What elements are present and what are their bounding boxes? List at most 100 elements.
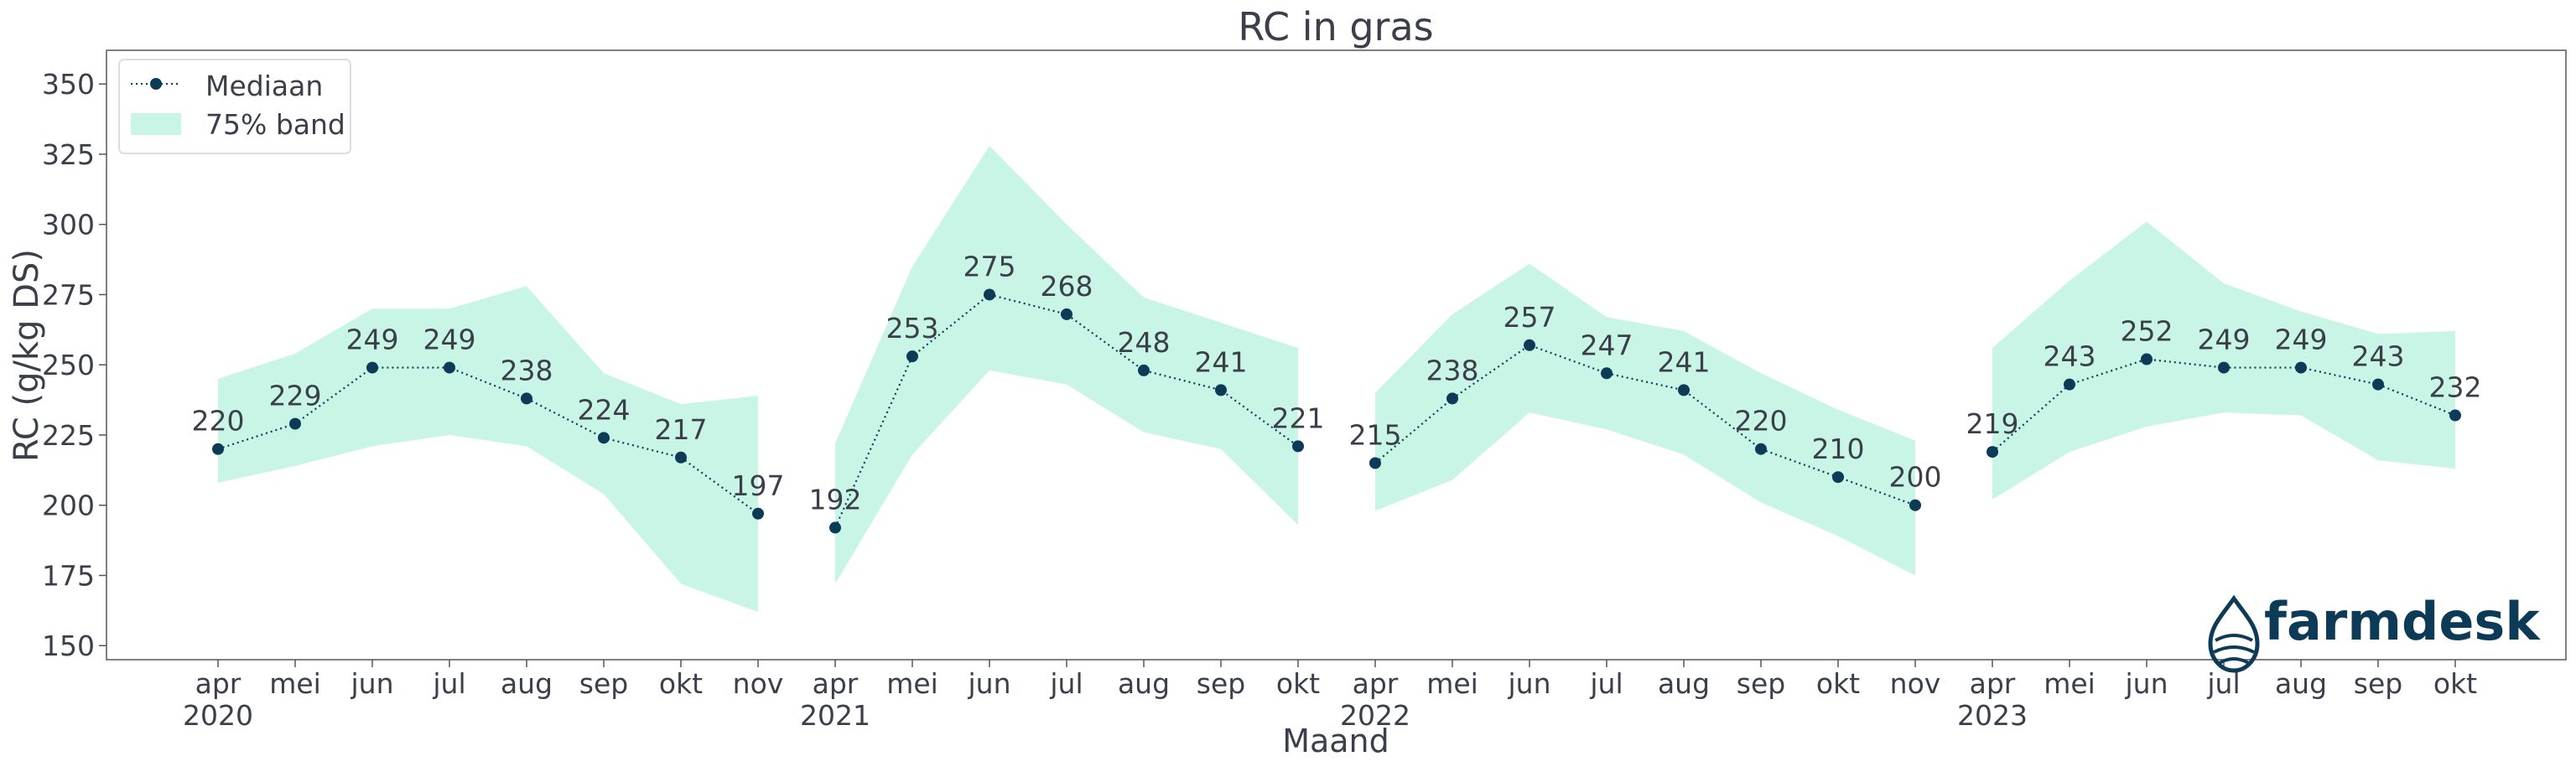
x-tick-label: jul [2206, 667, 2240, 700]
median-point [1987, 446, 1998, 459]
median-point [1446, 392, 1458, 405]
x-tick-label: mei [1426, 667, 1478, 700]
x-tick-label: apr [1970, 667, 2016, 700]
median-point [675, 451, 687, 464]
data-label: 215 [1349, 418, 1402, 451]
chart-title: RC in gras [1238, 4, 1433, 49]
median-point [1909, 499, 1921, 511]
data-label: 229 [269, 380, 322, 412]
median-point [1755, 443, 1767, 455]
data-label: 220 [192, 405, 245, 438]
x-tick-label: sep [1197, 667, 1245, 700]
median-line-2022 [1374, 344, 1916, 506]
x-tick-label: aug [501, 667, 553, 700]
median-point [2218, 361, 2230, 374]
data-label: 243 [2352, 340, 2405, 373]
farmdesk-logo: farmdesk [2208, 591, 2541, 673]
plot-frame [106, 49, 2567, 661]
y-tick-label: 275 [42, 278, 95, 311]
x-tick-label: aug [1118, 667, 1170, 700]
data-label: 219 [1966, 407, 2019, 440]
x-axis-label: Maand [1282, 723, 1389, 759]
median-line-layer [217, 293, 2456, 528]
y-axis-label: RC (g/kg DS) [8, 249, 46, 462]
data-label: 200 [1889, 461, 1942, 494]
median-point [2064, 378, 2075, 391]
band-area-2023 [1992, 221, 2455, 500]
data-label: 249 [2275, 324, 2328, 356]
x-tick-label: sep [1737, 667, 1785, 700]
legend-band-label: 75% band [205, 108, 345, 141]
legend: Mediaan 75% band [118, 59, 351, 154]
band-layer [218, 145, 2455, 613]
band-area-2022 [1375, 263, 1915, 576]
x-tick-label: sep [2354, 667, 2402, 700]
median-point [598, 432, 610, 444]
x-tick-label: mei [269, 667, 321, 700]
band-area-2020 [218, 286, 758, 613]
x-tick-label: nov [1890, 667, 1941, 700]
x-tick-label: aug [2275, 667, 2327, 700]
median-point [2141, 353, 2153, 365]
y-axis: 150 175 200 225 250 275 300 325 350 [42, 68, 106, 662]
median-point [1369, 457, 1381, 469]
median-point [1832, 471, 1844, 484]
median-point [289, 417, 301, 430]
data-label: 220 [1735, 405, 1788, 438]
data-label: 217 [655, 413, 708, 446]
median-point [1138, 364, 1150, 376]
median-point [1601, 367, 1613, 380]
y-tick-label: 175 [42, 559, 95, 592]
x-tick-label: apr [813, 667, 859, 700]
y-tick-label: 350 [42, 68, 95, 101]
data-label: 249 [2198, 324, 2251, 356]
median-point [2295, 361, 2307, 374]
median-point [1678, 384, 1690, 396]
x-tick-label: apr [1353, 667, 1399, 700]
data-label: 249 [346, 324, 399, 356]
x-tick-label: jun [1508, 667, 1551, 700]
x-tick-label: okt [659, 667, 703, 700]
x-year-label: 2023 [1957, 699, 2028, 732]
median-point-layer [212, 288, 2461, 534]
legend-band-swatch [131, 113, 181, 135]
x-year-label: 2022 [1340, 699, 1410, 732]
median-line-2020 [217, 366, 759, 515]
farmdesk-drop-icon [2208, 594, 2260, 673]
data-label: 249 [423, 324, 476, 356]
data-label: 238 [1426, 354, 1479, 386]
median-point [906, 350, 918, 363]
x-year-label: 2020 [183, 699, 253, 732]
band-area-2021 [835, 145, 1298, 584]
y-tick-label: 200 [42, 490, 95, 522]
legend-median-marker [150, 78, 162, 90]
data-label: 275 [963, 250, 1016, 282]
data-label: 247 [1581, 329, 1633, 361]
y-tick-label: 225 [42, 419, 95, 452]
median-point [2372, 378, 2384, 391]
x-tick-label: jul [1589, 667, 1623, 700]
y-tick-label: 150 [42, 630, 95, 662]
data-label: 243 [2044, 340, 2096, 373]
median-point [752, 507, 764, 520]
data-label: 241 [1658, 345, 1711, 378]
data-label: 224 [578, 393, 631, 426]
data-label: 248 [1118, 326, 1171, 359]
x-tick-label: okt [2433, 667, 2477, 700]
x-tick-label: mei [886, 667, 938, 700]
data-label: 192 [809, 484, 862, 516]
x-tick-label: jul [1049, 667, 1083, 700]
median-point [1061, 308, 1072, 320]
data-label: 268 [1041, 270, 1093, 303]
y-tick-label: 300 [42, 209, 95, 241]
x-year-label: 2021 [800, 699, 870, 732]
x-tick-label: sep [579, 667, 628, 700]
x-tick-label: mei [2044, 667, 2096, 700]
legend-median-label: Mediaan [205, 70, 323, 102]
data-label: 257 [1504, 301, 1556, 334]
median-point [521, 392, 532, 405]
data-label: 232 [2429, 371, 2482, 404]
data-label: 197 [732, 469, 785, 502]
x-tick-label: okt [1276, 667, 1320, 700]
